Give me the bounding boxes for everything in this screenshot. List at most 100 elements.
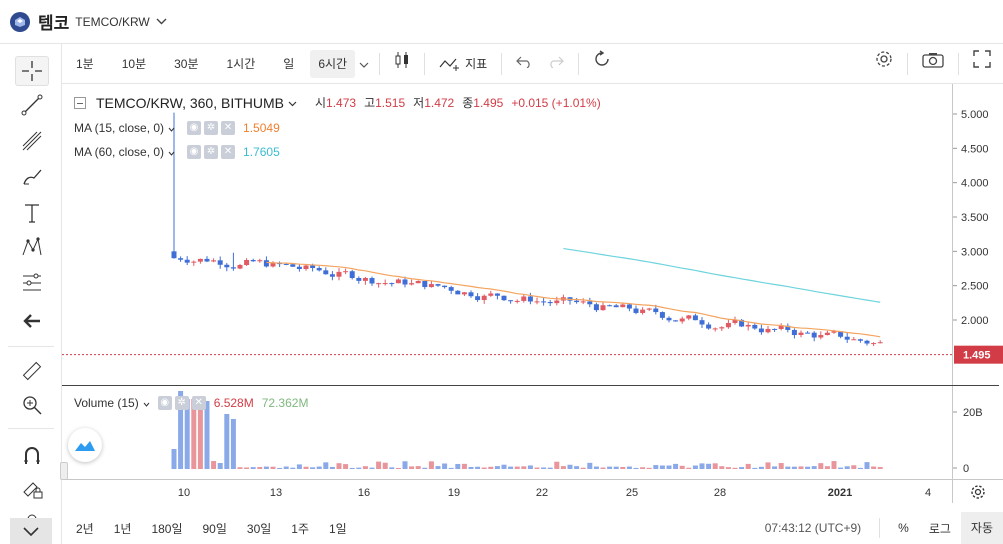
candle-body <box>580 301 586 303</box>
camera-icon[interactable] <box>914 50 952 78</box>
range-30d[interactable]: 30일 <box>246 521 272 536</box>
coin-pair[interactable]: TEMCO/KRW <box>75 14 150 29</box>
bottom-divider <box>879 518 881 538</box>
chevron-down-icon[interactable] <box>168 121 175 135</box>
magnet-icon[interactable] <box>15 440 49 470</box>
candle-body <box>626 304 632 309</box>
text-tool-icon[interactable] <box>15 198 49 228</box>
interval-10m[interactable]: 10분 <box>121 56 147 71</box>
ma15-label[interactable]: MA (15, close, 0) <box>74 121 165 135</box>
range-1y[interactable]: 1년 <box>113 521 132 536</box>
pattern-tool-icon[interactable] <box>15 232 49 262</box>
high-value: 1.515 <box>375 95 406 110</box>
range-1w[interactable]: 1주 <box>291 521 309 536</box>
volume-bar <box>316 466 322 469</box>
undo-icon[interactable] <box>508 50 540 78</box>
interval-dropdown-icon[interactable] <box>355 50 373 78</box>
ma60-label[interactable]: MA (60, close, 0) <box>74 145 165 159</box>
redo-icon[interactable] <box>540 50 572 78</box>
close-icon[interactable]: ✕ <box>221 121 236 135</box>
range-180d[interactable]: 180일 <box>151 521 183 536</box>
volume-axis[interactable]: 20B 0 <box>952 386 1003 479</box>
toolbar-divider <box>907 52 908 75</box>
price-tick-label: 4.000 <box>961 178 989 190</box>
volume-bar <box>844 466 850 469</box>
range-90d[interactable]: 90일 <box>202 521 227 536</box>
toolbar-divider <box>578 52 580 75</box>
candle-body <box>534 301 540 303</box>
log-toggle[interactable]: 로그 <box>928 521 951 536</box>
volume-bar <box>171 449 177 469</box>
gear-icon[interactable]: ✲ <box>174 396 189 410</box>
scroll-toolbar-down-button[interactable] <box>10 518 52 544</box>
toolbar-divider <box>8 428 54 429</box>
chevron-down-icon[interactable] <box>168 145 175 159</box>
auto-toggle[interactable]: 자동 <box>960 512 1003 544</box>
chevron-down-icon[interactable] <box>156 16 167 28</box>
volume-bar <box>646 467 652 469</box>
volume-bar <box>600 467 606 469</box>
zoom-in-icon[interactable] <box>15 390 49 420</box>
volume-label[interactable]: Volume (15) <box>74 396 139 410</box>
volume-bar <box>706 463 712 469</box>
volume-bar <box>310 467 316 469</box>
pane-divider[interactable] <box>62 385 999 386</box>
candle-body <box>607 305 613 307</box>
trendline-tool-icon[interactable] <box>15 90 49 120</box>
interval-1d[interactable]: 일 <box>283 56 295 71</box>
lock-draw-icon[interactable] <box>15 474 49 504</box>
chevron-down-icon[interactable] <box>288 96 297 110</box>
candle-body <box>666 317 672 321</box>
candle-type-icon[interactable] <box>386 50 418 78</box>
volume-bar <box>481 467 487 469</box>
coin-name: 템코 <box>38 14 70 33</box>
prediction-tool-icon[interactable] <box>15 268 49 298</box>
percent-toggle[interactable]: % <box>898 521 909 535</box>
volume-pane[interactable] <box>62 386 952 479</box>
ruler-tool-icon[interactable] <box>15 356 49 386</box>
candle-body <box>653 308 659 313</box>
time-axis-svg: 10 13 16 19 22 25 28 2021 4 <box>178 487 931 499</box>
gear-icon[interactable]: ✲ <box>204 121 219 135</box>
close-icon[interactable]: ✕ <box>221 145 236 159</box>
close-icon[interactable]: ✕ <box>191 396 206 410</box>
eye-icon[interactable]: ◉ <box>187 145 202 159</box>
gear-icon[interactable]: ✲ <box>204 145 219 159</box>
pane-collapse-handle[interactable] <box>60 462 68 480</box>
symbol-title[interactable]: TEMCO/KRW, 360, BITHUMB <box>96 94 284 111</box>
volume-bar <box>435 466 441 469</box>
price-axis[interactable]: 5.000 4.500 4.000 3.500 3.000 2.500 2.000 1.495 <box>952 84 1003 385</box>
price-axis-svg: 5.000 4.500 4.000 3.500 3.000 2.500 2.000 1.495 <box>953 109 1003 364</box>
candle-body <box>369 278 375 284</box>
time-axis[interactable]: 10 13 16 19 22 25 28 2021 4 <box>62 479 952 503</box>
volume-bar <box>244 467 250 469</box>
axis-settings-gear-icon[interactable] <box>952 479 1003 503</box>
interval-1h[interactable]: 1시간 <box>226 56 256 71</box>
price-chart-pane[interactable] <box>62 84 952 385</box>
tradingview-logo-icon[interactable] <box>68 428 102 462</box>
indicator-button[interactable]: 지표 <box>431 50 495 78</box>
volume-bar <box>732 467 738 469</box>
settings-gear-icon[interactable] <box>867 50 901 78</box>
fib-tool-icon[interactable] <box>15 126 49 156</box>
collapse-legend-icon[interactable] <box>74 96 86 109</box>
arrow-left-icon[interactable] <box>15 306 49 336</box>
interval-6h[interactable]: 6시간 <box>310 49 356 78</box>
toolbar-divider <box>958 52 959 75</box>
interval-30m[interactable]: 30분 <box>174 56 199 71</box>
eye-icon[interactable]: ◉ <box>157 396 172 410</box>
crosshair-tool-icon[interactable] <box>15 56 49 86</box>
brush-tool-icon[interactable] <box>15 162 49 192</box>
chevron-down-icon[interactable] <box>143 396 150 410</box>
candle-body <box>237 265 243 269</box>
range-1d[interactable]: 1일 <box>329 521 347 536</box>
range-2y[interactable]: 2년 <box>76 521 94 536</box>
refresh-icon[interactable] <box>585 49 619 78</box>
clock-display[interactable]: 07:43:12 (UTC+9) <box>764 521 862 535</box>
current-price-badge <box>954 345 1003 364</box>
interval-1m[interactable]: 1분 <box>76 56 94 71</box>
candle-body <box>296 266 302 270</box>
volume-bar <box>184 399 190 469</box>
eye-icon[interactable]: ◉ <box>187 121 202 135</box>
fullscreen-icon[interactable] <box>965 49 999 78</box>
